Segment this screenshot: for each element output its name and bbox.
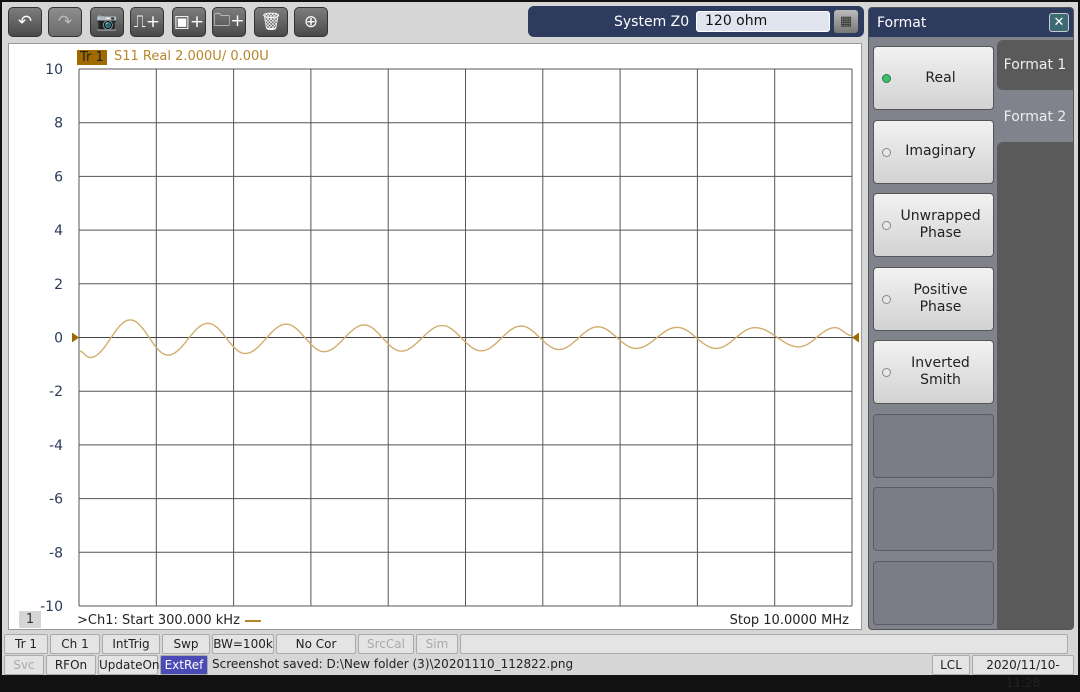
folder-add-icon: 🗀+ (213, 10, 245, 31)
format-panel: Format ✕ Real Imaginary Unwrapped Phase Pos… (868, 7, 1074, 630)
tab-format-1[interactable]: Format 1 (997, 40, 1073, 90)
radio-indicator-icon (882, 74, 891, 83)
zoom-in-icon: ⊕ (303, 12, 319, 32)
y-tick-label: -8 (49, 545, 63, 561)
tab-format-2[interactable]: Format 2 (1003, 109, 1067, 125)
status_row1-blank[interactable] (460, 634, 1068, 654)
y-tick-label: 2 (54, 277, 63, 293)
add-channel-button[interactable]: ▣+ (172, 7, 206, 37)
status_row2-rfon[interactable]: RFOn (46, 655, 96, 675)
format-inverted-smith-button[interactable]: Inverted Smith (873, 340, 994, 404)
status_row1-srccal[interactable]: SrcCal (358, 634, 414, 654)
format-panel-title: Format (877, 15, 927, 31)
y-tick-label: 8 (54, 116, 63, 132)
reference-marker-right (852, 332, 859, 343)
redo-icon: ↷ (57, 12, 73, 32)
trace-window[interactable]: 10 8 6 4 2 0 -2 -4 -6 -8 -10 Tr 1 S11 Real 2.000U/… (8, 43, 862, 630)
trash-icon: 🗑 (260, 12, 282, 32)
tab-area (997, 142, 1073, 629)
format-real-button[interactable]: Real (873, 46, 994, 110)
y-tick-label: -2 (49, 384, 63, 400)
status-bar-2: Svc RFOn UpdateOn ExtRef Screenshot saved: D… (4, 655, 1074, 690)
format-empty-button (873, 413, 994, 478)
y-tick-label: -4 (49, 438, 63, 454)
delete-button[interactable]: 🗑 (254, 7, 288, 37)
add-channel-window-button[interactable]: 🗀+ (212, 7, 246, 37)
radio-indicator-icon (882, 368, 891, 377)
status_row1-no-cor[interactable]: No Cor (276, 634, 356, 654)
format-panel-header: Format ✕ (869, 8, 1073, 37)
add-trace-icon: ⎍+ (133, 12, 161, 32)
undo-icon: ↶ (17, 12, 33, 32)
add-channel-icon: ▣+ (173, 12, 205, 32)
y-tick-label: 6 (54, 169, 63, 185)
status_row2-2020-11-10-11-28[interactable]: 2020/11/10-11:28 (972, 655, 1074, 690)
format-positive-phase-button[interactable]: Positive Phase (873, 266, 994, 331)
channel-number: 1 (19, 611, 41, 628)
close-icon[interactable]: ✕ (1049, 13, 1069, 32)
status-bar-1: Tr 1 Ch 1 IntTrig Swp BW=100k No Cor SrcCal Sim (4, 634, 1068, 654)
reference-marker-left (72, 332, 79, 343)
plot-area: 10 8 6 4 2 0 -2 -4 -6 -8 -10 (40, 62, 859, 615)
trace-label[interactable]: S11 Real 2.000U/ 0.00U (114, 49, 269, 64)
format-button-label: Imaginary (905, 143, 976, 159)
status_row2-screenshot-saved-d-new-folder-3-20201110-112822-png: Screenshot saved: D:\New folder (3)\2020… (212, 657, 574, 671)
format-button-label: Real (925, 69, 956, 86)
y-tick-label: 4 (54, 223, 63, 239)
y-tick-label: -10 (40, 599, 63, 615)
keypad-icon[interactable]: ▦ (834, 10, 858, 33)
system-z0-label: System Z0 (614, 14, 690, 30)
y-tick-label: 0 (54, 331, 63, 347)
stop-frequency-label[interactable]: Stop 10.0000 MHz (729, 613, 849, 628)
zoom-button[interactable]: ⊕ (294, 7, 328, 37)
screenshot-button[interactable]: 📷 (90, 7, 124, 37)
format-button-label: Unwrapped Phase (900, 208, 981, 241)
status_row2-svc[interactable]: Svc (4, 655, 44, 675)
radio-indicator-icon (882, 221, 891, 230)
status_row1-swp[interactable]: Swp (162, 634, 210, 654)
start-frequency-label[interactable]: >Ch1: Start 300.000 kHz (77, 613, 261, 628)
format-imaginary-button[interactable]: Imaginary (873, 119, 994, 184)
format-empty-button (873, 487, 994, 551)
status_row1-inttrig[interactable]: IntTrig (102, 634, 160, 654)
status_row1-sim[interactable]: Sim (416, 634, 458, 654)
format-empty-button (873, 560, 994, 625)
status_row2-extref[interactable]: ExtRef (160, 655, 208, 675)
start-text: >Ch1: Start 300.000 kHz (77, 613, 240, 628)
system-z0-input[interactable]: 120 ohm (696, 11, 830, 32)
status_row2-updateon[interactable]: UpdateOn (98, 655, 160, 675)
camera-icon: 📷 (96, 12, 118, 32)
y-tick-label: -6 (49, 492, 63, 508)
radio-indicator-icon (882, 147, 891, 157)
undo-button[interactable]: ↶ (8, 7, 42, 37)
system-z0-bar: System Z0 120 ohm ▦ (528, 6, 864, 37)
status_row1-ch-1[interactable]: Ch 1 (50, 634, 100, 654)
trace-badge[interactable]: Tr 1 (77, 50, 107, 65)
radio-indicator-icon (882, 294, 891, 304)
trace-legend-line (244, 619, 261, 622)
redo-button[interactable]: ↷ (48, 7, 82, 37)
format-unwrapped-phase-button[interactable]: Unwrapped Phase (873, 193, 994, 257)
format-button-label: Inverted Smith (911, 355, 970, 388)
status_row1-bw-100k[interactable]: BW=100k (212, 634, 274, 654)
status_row1-tr-1[interactable]: Tr 1 (4, 634, 48, 654)
add-trace-button[interactable]: ⎍+ (130, 7, 164, 37)
y-tick-label: 10 (45, 62, 63, 78)
format-button-label: Positive Phase (913, 281, 968, 315)
status_row2-lcl[interactable]: LCL (932, 655, 970, 675)
trace-line (78, 319, 853, 359)
